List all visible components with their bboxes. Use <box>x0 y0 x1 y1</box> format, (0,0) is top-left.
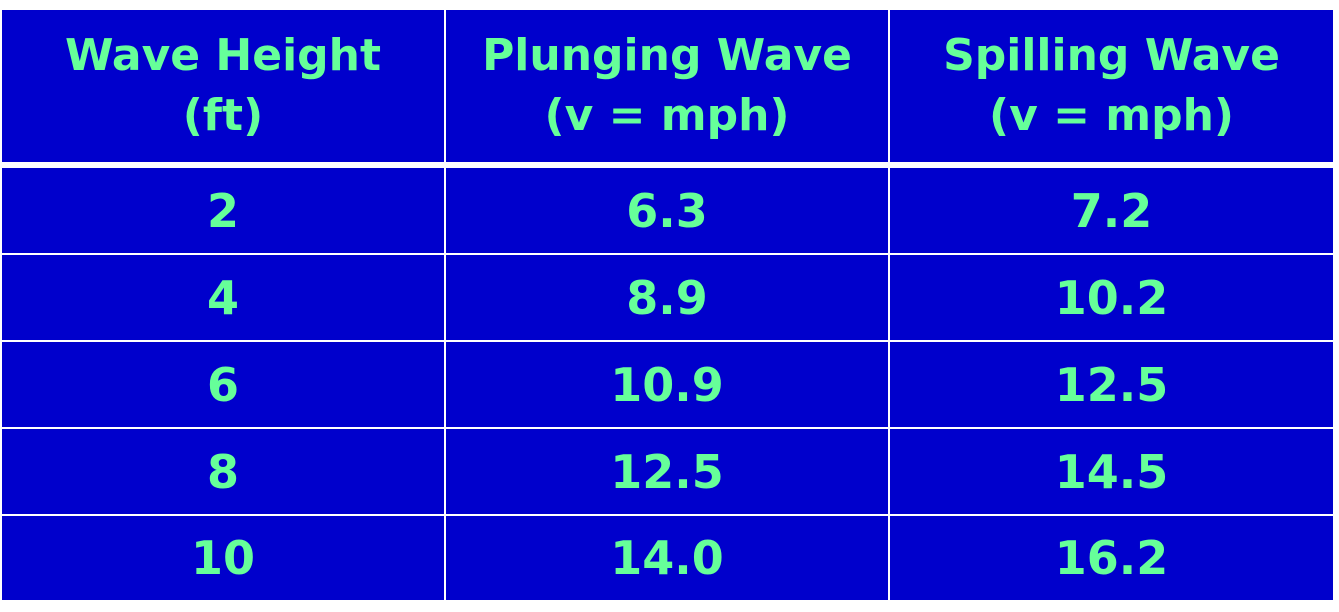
cell-spilling-speed: 16.2 <box>890 516 1333 600</box>
cell-plunging-speed: 8.9 <box>446 255 888 340</box>
cell-plunging-speed: 10.9 <box>446 342 888 427</box>
header-spilling-wave: Spilling Wave (v = mph) <box>890 10 1333 162</box>
cell-wave-height: 8 <box>2 429 444 514</box>
cell-wave-height: 6 <box>2 342 444 427</box>
header-plunging-wave: Plunging Wave (v = mph) <box>446 10 888 162</box>
header-wave-height: Wave Height (ft) <box>2 10 444 162</box>
cell-spilling-speed: 10.2 <box>890 255 1333 340</box>
cell-plunging-speed: 6.3 <box>446 168 888 253</box>
cell-spilling-speed: 7.2 <box>890 168 1333 253</box>
header-spilling-wave-line2: (v = mph) <box>988 90 1235 141</box>
header-wave-height-line1: Wave Height <box>64 30 382 81</box>
cell-spilling-speed: 12.5 <box>890 342 1333 427</box>
header-plunging-wave-line2: (v = mph) <box>544 90 790 141</box>
table-grid: Wave Height (ft) Plunging Wave (v = mph)… <box>2 10 1333 600</box>
wave-speed-table: Wave Height (ft) Plunging Wave (v = mph)… <box>2 10 1333 600</box>
cell-wave-height: 10 <box>2 516 444 600</box>
cell-plunging-speed: 14.0 <box>446 516 888 600</box>
cell-wave-height: 4 <box>2 255 444 340</box>
header-wave-height-line2: (ft) <box>182 90 264 141</box>
cell-wave-height: 2 <box>2 168 444 253</box>
header-plunging-wave-line1: Plunging Wave <box>482 30 852 81</box>
header-spilling-wave-line1: Spilling Wave <box>943 30 1280 81</box>
cell-spilling-speed: 14.5 <box>890 429 1333 514</box>
cell-plunging-speed: 12.5 <box>446 429 888 514</box>
